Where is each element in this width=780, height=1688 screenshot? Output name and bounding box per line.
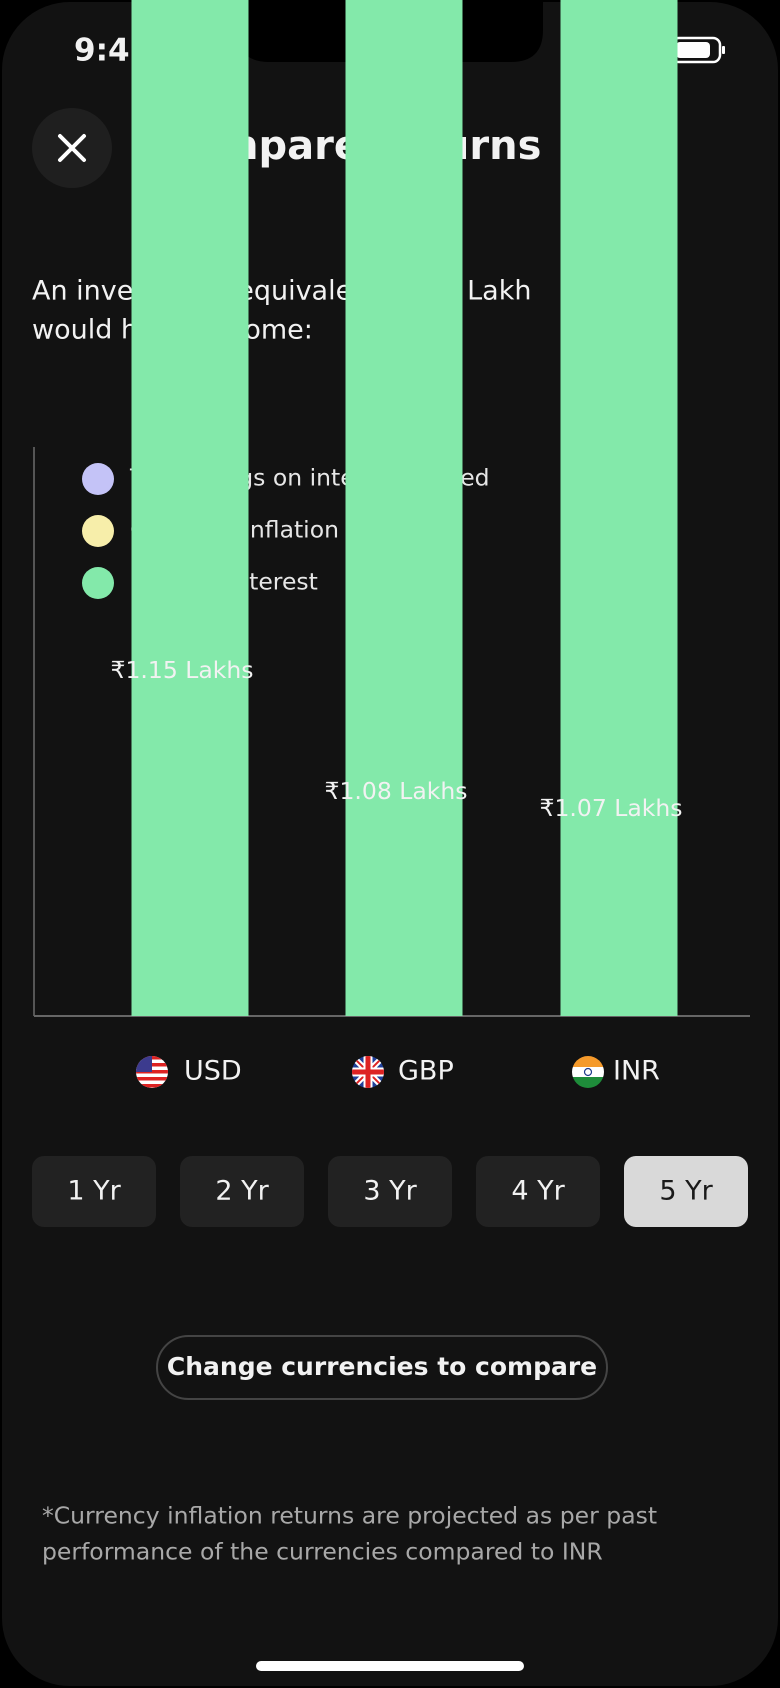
period-button[interactable] [328, 1156, 452, 1227]
bar-segment [131, 0, 249, 1016]
period-label: 1 Yr [67, 1176, 121, 1207]
period-label: 5 Yr [659, 1176, 713, 1207]
period-button[interactable] [32, 1156, 156, 1227]
period-button[interactable] [624, 1156, 748, 1227]
total-label: ₹1.07 Lakhs [540, 794, 683, 822]
home-indicator [256, 1661, 524, 1671]
x-tick-label: INR [613, 1056, 660, 1087]
period-label: 4 Yr [511, 1176, 565, 1207]
period-label: 2 Yr [215, 1176, 269, 1207]
footnote: performance of the currencies compared t… [42, 1538, 603, 1566]
x-tick-label: USD [184, 1056, 242, 1087]
period-label: 3 Yr [363, 1176, 417, 1207]
change-button-label: Change currencies to compare [167, 1352, 597, 1381]
period-button[interactable] [476, 1156, 600, 1227]
legend-swatch [82, 515, 114, 547]
total-label: ₹1.08 Lakhs [325, 777, 468, 805]
footnote: *Currency inflation returns are projecte… [42, 1502, 657, 1530]
bar-segment [560, 0, 678, 1017]
change-button[interactable] [156, 1335, 608, 1400]
period-button[interactable] [180, 1156, 304, 1227]
flag-in [572, 1056, 604, 1088]
flag-us [136, 1056, 168, 1088]
x-tick-label: GBP [398, 1056, 454, 1087]
total-label: ₹1.15 Lakhs [111, 656, 254, 684]
flag-gb [352, 1056, 384, 1088]
period-selector: 1 Yr 2 Yr 3 Yr 4 Yr 5 Yr [32, 1156, 748, 1227]
close-button[interactable] [32, 108, 112, 188]
legend-swatch [82, 567, 114, 599]
bar-segment [345, 0, 463, 1017]
legend-swatch [82, 463, 114, 495]
